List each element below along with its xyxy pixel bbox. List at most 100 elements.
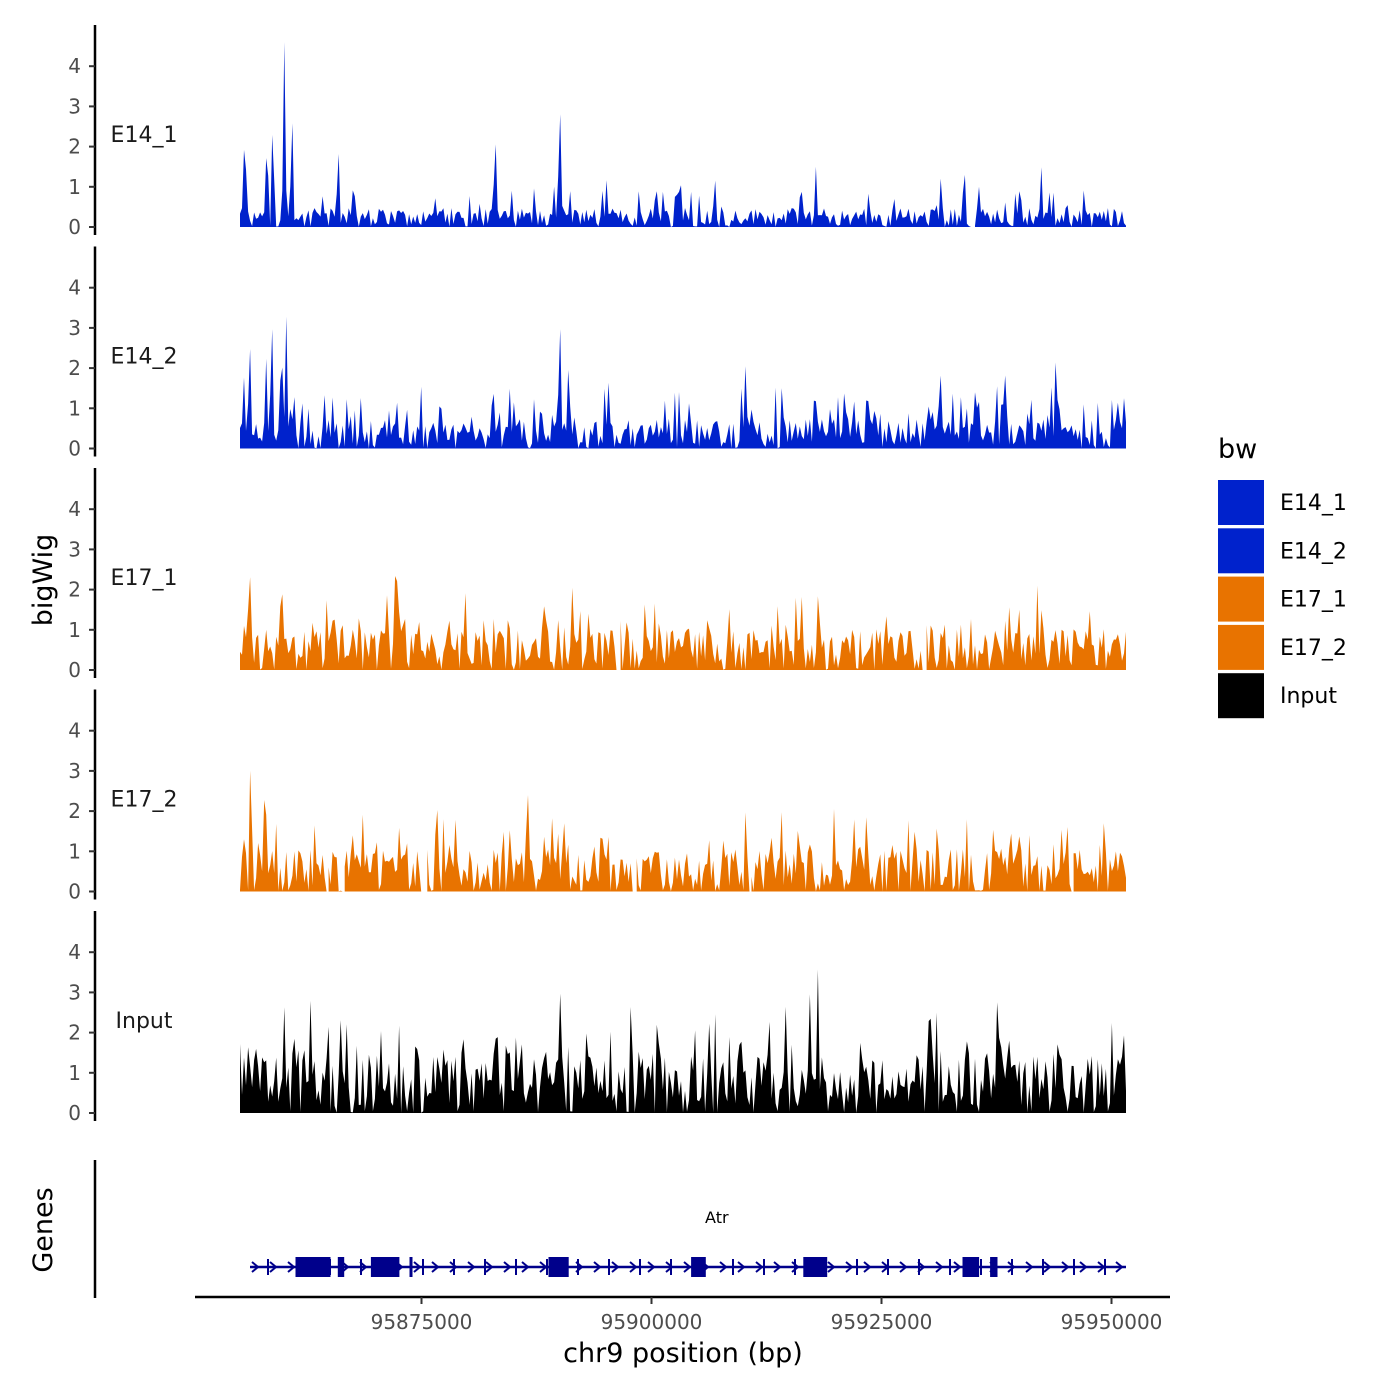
y-tick-label: 4 [68,719,81,743]
y-tick-label: 1 [68,839,81,863]
track-label: E17_1 [111,566,178,591]
y-tick-label: 0 [68,215,81,239]
strand-arrow [1115,1261,1124,1273]
y-tick-label: 4 [68,497,81,521]
strand-arrow [935,1261,944,1273]
strand-arrow [1025,1261,1034,1273]
strand-arrow [431,1261,440,1273]
strand-arrow [1079,1261,1088,1273]
signal-area [240,969,1126,1113]
y-tick-label: 4 [68,54,81,78]
legend-swatch [1218,576,1264,622]
exon [803,1257,828,1277]
strand-arrow [629,1261,638,1273]
legend-label: E17_2 [1280,636,1347,661]
tracks-layer: 0 1 2 3 4 E14_1 0 1 2 3 4 E14_2 0 1 2 3 4 E17_1 0 1 2 3 4 E17_2… [68,25,1126,1125]
strand-arrow [1061,1261,1070,1273]
strand-arrow [845,1261,854,1273]
y-axis-title: bigWig [28,534,59,627]
y-tick-label: 2 [68,356,81,380]
strand-arrow [449,1261,458,1273]
y-tick-label: 3 [68,759,81,783]
strand-arrow [773,1261,782,1273]
y-tick-label: 1 [68,618,81,642]
gene-label: Atr [705,1208,729,1227]
strand-arrow [827,1261,836,1273]
y-tick-label: 0 [68,658,81,682]
strand-arrow [413,1261,422,1273]
track-label: E17_2 [111,788,178,813]
genes-axis-title: Genes [28,1187,59,1272]
y-tick-label: 3 [68,94,81,118]
strand-arrow [287,1261,296,1273]
x-tick-label: 95875000 [371,1310,473,1334]
y-tick-label: 3 [68,980,81,1004]
legend-title: bw [1218,434,1257,465]
strand-arrow [737,1261,746,1273]
y-tick-label: 3 [68,316,81,340]
y-tick-label: 0 [68,880,81,904]
x-tick-label: 95950000 [1061,1310,1163,1334]
strand-arrow [503,1261,512,1273]
track-e14-1: 0 1 2 3 4 E14_1 [68,25,1126,239]
strand-arrow [485,1261,494,1273]
track-input: 0 1 2 3 4 Input [68,911,1126,1125]
x-tick-label: 95900000 [601,1310,703,1334]
y-tick-label: 2 [68,1021,81,1045]
y-tick-label: 0 [68,437,81,461]
y-tick-label: 4 [68,276,81,300]
y-tick-label: 2 [68,799,81,823]
y-tick-label: 1 [68,1061,81,1085]
y-tick-label: 1 [68,175,81,199]
signal-area [240,42,1126,227]
legend: bw E14_1 E14_2 E17_1 E17_2 Input [1218,434,1347,719]
y-tick-label: 1 [68,396,81,420]
legend-swatch [1218,528,1264,574]
strand-arrow [863,1261,872,1273]
genes-panel: Atr [93,1160,1126,1298]
track-label: E14_1 [111,123,178,148]
y-tick-label: 3 [68,537,81,561]
strand-arrow [683,1261,692,1273]
x-axis-title: chr9 position (bp) [563,1338,803,1369]
track-e17-2: 0 1 2 3 4 E17_2 [68,689,1126,904]
gene-atr: Atr [250,1208,1126,1277]
legend-swatch [1218,624,1264,670]
track-e17-1: 0 1 2 3 4 E17_1 [68,468,1126,682]
x-axis: 95875000 95900000 95925000 95950000 [195,1295,1170,1334]
signal-area [240,316,1126,449]
legend-swatch [1218,673,1264,719]
strand-arrow [521,1261,530,1273]
exon [548,1257,569,1277]
strand-arrow [593,1261,602,1273]
exon [990,1257,998,1277]
y-tick-label: 0 [68,1101,81,1125]
strand-arrow [719,1261,728,1273]
strand-arrow [611,1261,620,1273]
exon [962,1257,980,1277]
strand-arrow [647,1261,656,1273]
legend-label: E17_1 [1280,588,1347,613]
exon [409,1257,413,1277]
strand-arrow [1007,1261,1016,1273]
y-tick-label: 4 [68,940,81,964]
exon [337,1257,345,1277]
track-label: Input [116,1009,173,1034]
x-tick-label: 95925000 [831,1310,933,1334]
exon [370,1257,400,1277]
legend-label: Input [1280,684,1337,709]
strand-arrow [251,1261,260,1273]
legend-swatch [1218,480,1264,525]
strand-arrow [953,1261,962,1273]
strand-arrow [269,1261,278,1273]
strand-arrow [467,1261,476,1273]
y-tick-label: 2 [68,135,81,159]
signal-area [240,576,1126,670]
strand-arrow [899,1261,908,1273]
track-label: E14_2 [111,345,178,370]
legend-label: E14_2 [1280,539,1347,564]
strand-arrow [1043,1261,1052,1273]
exon [295,1257,331,1277]
exon [691,1257,706,1277]
